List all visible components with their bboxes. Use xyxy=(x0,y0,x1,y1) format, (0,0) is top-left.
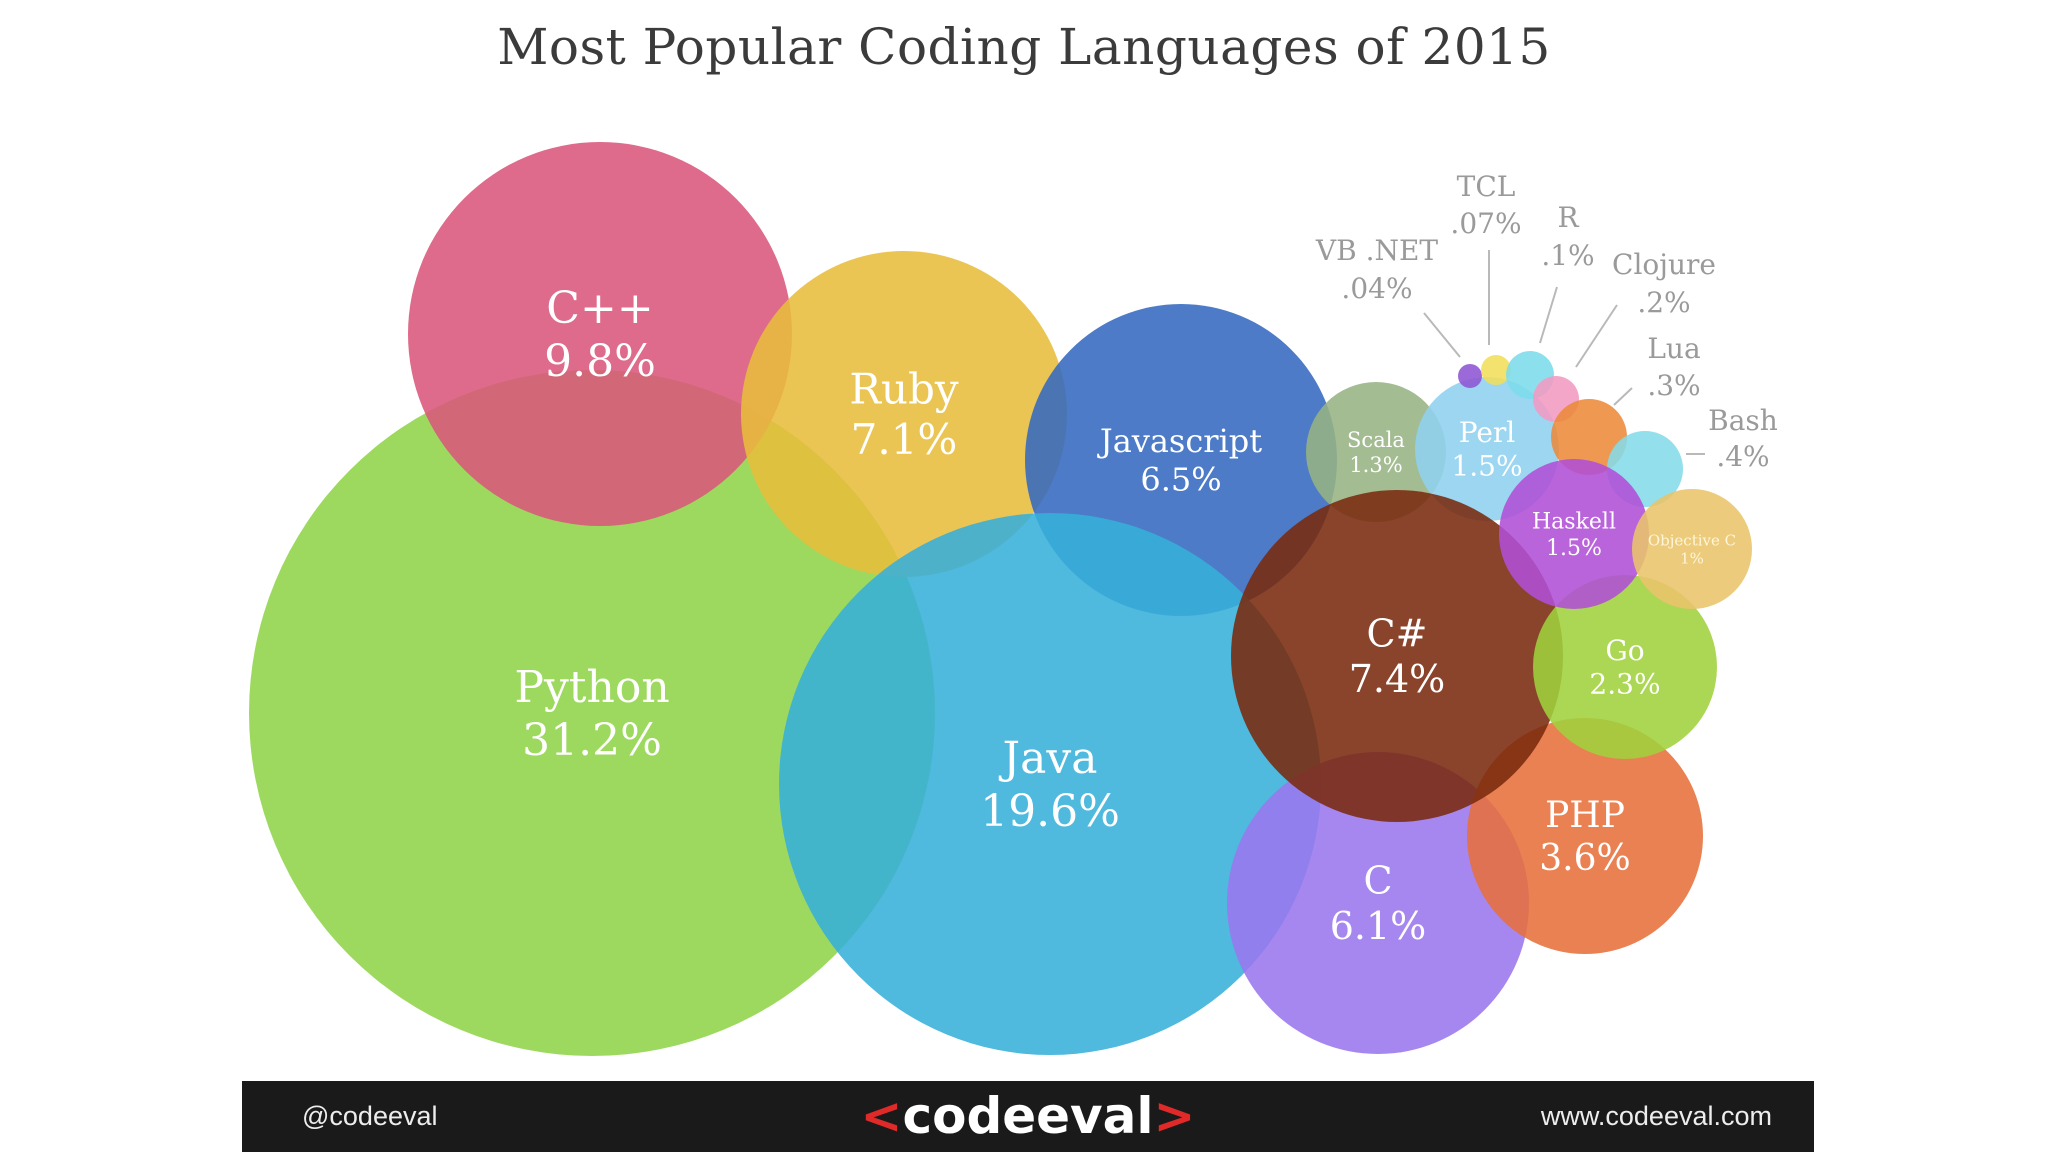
label-value-r: .1% xyxy=(1541,239,1594,272)
bubble-python xyxy=(249,370,935,1056)
label-name-tcl: TCL xyxy=(1457,170,1516,203)
footer-handle[interactable]: @codeeval xyxy=(302,1101,438,1131)
label-name-go: Go xyxy=(1605,634,1644,667)
label-name-ruby: Ruby xyxy=(849,365,959,414)
bubble-php xyxy=(1467,718,1703,954)
bubble-objective-c xyxy=(1632,489,1752,609)
label-value-perl: 1.5% xyxy=(1451,450,1522,483)
label-value-haskell: 1.5% xyxy=(1546,536,1602,561)
label-name-perl: Perl xyxy=(1459,416,1516,449)
chart-title: Most Popular Coding Languages of 2015 xyxy=(497,18,1551,76)
bubble-tcl xyxy=(1481,355,1511,385)
label-name-r: R xyxy=(1557,201,1579,234)
footer-site-link[interactable]: www.codeeval.com xyxy=(1540,1101,1772,1131)
label-name-javascript: Javascript xyxy=(1097,422,1262,460)
bubble-ruby xyxy=(741,251,1067,577)
label-name-java: Java xyxy=(999,733,1098,784)
label-value-tcl: .07% xyxy=(1450,207,1521,240)
bubble-haskell xyxy=(1499,459,1649,609)
label-name-objective-c: Objective C xyxy=(1648,531,1736,549)
label-value-python: 31.2% xyxy=(522,715,662,766)
label-name-scala: Scala xyxy=(1347,428,1405,452)
label-value-vb-net: .04% xyxy=(1341,272,1412,305)
label-value-javascript: 6.5% xyxy=(1140,460,1221,498)
bubble-c xyxy=(1231,490,1563,822)
bubble-c xyxy=(1227,752,1529,1054)
bubble-scala xyxy=(1306,382,1446,522)
bubble-go xyxy=(1533,575,1717,759)
label-name-clojure: Clojure xyxy=(1612,248,1716,281)
label-name-haskell: Haskell xyxy=(1532,510,1616,535)
leader-line-clojure xyxy=(1575,304,1618,368)
label-value-c: 6.1% xyxy=(1330,904,1427,948)
bubbles xyxy=(249,142,1752,1056)
bubble-vb-net xyxy=(1458,364,1482,388)
bubble-c xyxy=(408,142,792,526)
label-value-php: 3.6% xyxy=(1539,838,1630,879)
label-name-c: C# xyxy=(1367,612,1428,656)
label-value-lua: .3% xyxy=(1647,369,1700,402)
footer-bar: @codeeval <codeeval> www.codeeval.com xyxy=(242,1081,1814,1152)
label-value-scala: 1.3% xyxy=(1349,453,1402,477)
label-value-ruby: 7.1% xyxy=(851,415,958,464)
leader-line-vb-net xyxy=(1423,312,1461,358)
label-name-lua: Lua xyxy=(1647,332,1700,365)
label-value-java: 19.6% xyxy=(980,786,1120,837)
label-name-vb-net: VB .NET xyxy=(1315,234,1439,267)
label-value-objective-c: 1% xyxy=(1680,549,1704,567)
label-name-c: C xyxy=(1363,859,1392,903)
label-name-bash: Bash xyxy=(1708,404,1778,437)
label-value-c: 9.8% xyxy=(544,336,656,387)
label-value-bash: .4% xyxy=(1716,440,1769,473)
label-name-c: C++ xyxy=(546,283,653,334)
label-value-go: 2.3% xyxy=(1589,668,1660,701)
brand-logo-text: codeeval xyxy=(902,1087,1154,1145)
leader-line-lua xyxy=(1613,387,1633,406)
label-value-c: 7.4% xyxy=(1349,657,1446,701)
bubble-java xyxy=(779,513,1321,1055)
label-value-clojure: .2% xyxy=(1637,286,1690,319)
label-name-php: PHP xyxy=(1545,795,1625,836)
label-name-python: Python xyxy=(514,662,669,713)
leader-line-r xyxy=(1539,286,1558,344)
bubble-lua xyxy=(1551,399,1627,475)
